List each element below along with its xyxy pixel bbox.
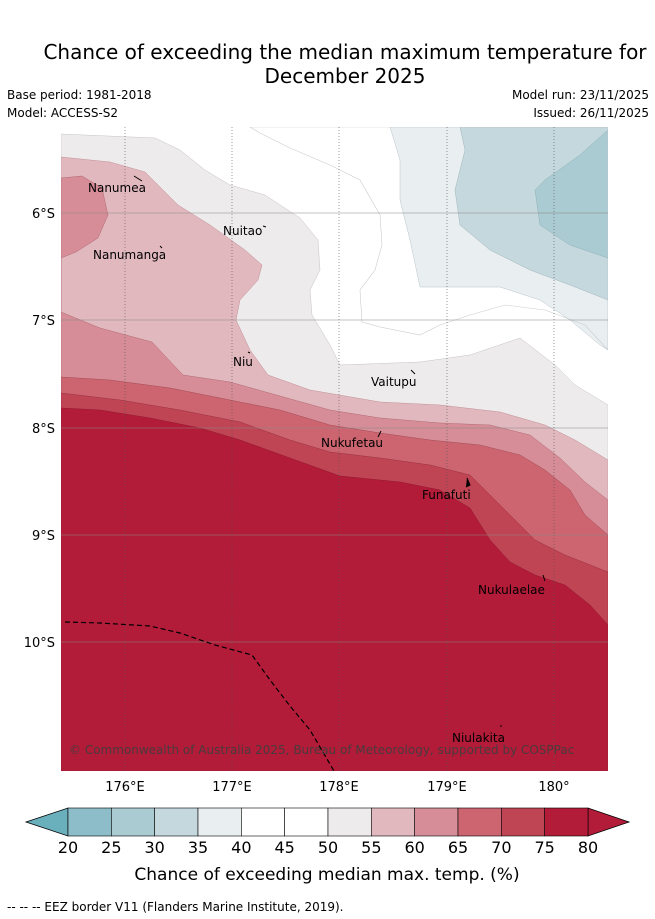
colorbar-tick-50: 50 — [318, 838, 338, 857]
colorbar-tick-25: 25 — [101, 838, 121, 857]
y-tick-6s: 6°S — [32, 207, 55, 222]
title-line-1: Chance of exceeding the median maximum t… — [43, 40, 647, 64]
islands — [133, 175, 546, 727]
colorbar-tick-20: 20 — [58, 838, 78, 857]
label-niulakita: Niulakita — [452, 731, 505, 745]
colorbar-segment-30-35 — [154, 807, 199, 837]
island-nukufetau — [377, 430, 382, 438]
island-vaitupu — [410, 369, 416, 375]
label-nukufetau: Nukufetau — [321, 436, 383, 450]
x-tick-177e: 177°E — [212, 780, 252, 795]
colorbar-tick-30: 30 — [144, 838, 164, 857]
colorbar-tick-70: 70 — [491, 838, 511, 857]
island-niu — [247, 351, 251, 354]
x-axis: 176°E 177°E 178°E 179°E 180° — [105, 780, 569, 795]
colorbar-segment-35-40 — [197, 807, 242, 837]
colorbar-tick-80: 80 — [578, 838, 598, 857]
label-nanumanga: Nanumanga — [93, 248, 166, 262]
x-tick-180: 180° — [538, 780, 569, 795]
label-niu: Niu — [233, 355, 253, 369]
y-tick-9s: 9°S — [32, 529, 55, 544]
model-run: Model run: 23/11/2025 — [511, 88, 649, 102]
label-funafuti: Funafuti — [422, 488, 471, 502]
label-vaitupu: Vaitupu — [371, 375, 417, 389]
colorbar-label: Chance of exceeding median max. temp. (%… — [134, 865, 519, 885]
colorbar-segment-20-25 — [67, 807, 112, 837]
title-line-2: December 2025 — [264, 64, 426, 88]
island-nukulaelae — [542, 574, 546, 582]
colorbar-segment-25-30 — [111, 807, 155, 837]
issued-date: Issued: 26/11/2025 — [533, 106, 649, 120]
contour-30-35 — [534, 129, 608, 259]
contour-field: Nanumea Nuitao Nanumanga Niu Vaitupu Nuk… — [61, 127, 608, 771]
y-tick-10s: 10°S — [24, 636, 55, 651]
colorbar-tick-75: 75 — [534, 838, 554, 857]
colorbar-segment-70-75 — [501, 807, 545, 837]
graticule — [124, 127, 555, 771]
colorbar-segment-60-65 — [414, 807, 459, 837]
colorbar-tick-55: 55 — [361, 838, 381, 857]
eez-border — [64, 621, 335, 771]
colorbar-segment-75-80 — [544, 807, 589, 837]
colorbar-tick-35: 35 — [188, 838, 208, 857]
island-nuitao — [262, 225, 267, 228]
contour-65-70 — [61, 175, 109, 771]
island-nanumanga — [159, 245, 163, 249]
map-title: Chance of exceeding the median maximum t… — [0, 40, 655, 88]
base-period: Base period: 1981-2018 — [7, 88, 152, 102]
colorbar-tick-65: 65 — [448, 838, 468, 857]
y-tick-8s: 8°S — [32, 422, 55, 437]
contour-45-50-band — [249, 127, 608, 351]
colorbar-segment-45-50 — [284, 807, 329, 837]
island-funafuti — [465, 477, 471, 488]
x-tick-176e: 176°E — [105, 780, 145, 795]
label-nukulaelae: Nukulaelae — [478, 583, 545, 597]
y-axis: 6°S 7°S 8°S 9°S 10°S — [24, 207, 55, 651]
y-tick-7s: 7°S — [32, 314, 55, 329]
colorbar-low-arrow — [24, 807, 69, 837]
eez-legend: -- -- -- EEZ border V11 (Flanders Marine… — [7, 900, 344, 914]
x-tick-179e: 179°E — [427, 780, 467, 795]
colorbar: 20 25 30 35 40 45 50 55 60 65 70 75 80 Chance of exc… — [24, 807, 631, 885]
colorbar-high-arrow — [587, 807, 631, 837]
parallels — [61, 212, 608, 643]
x-tick-178e: 178°E — [319, 780, 359, 795]
label-nanumea: Nanumea — [88, 181, 146, 195]
colorbar-segment-50-55 — [327, 807, 372, 837]
colorbar-segment-55-60 — [371, 807, 415, 837]
contour-above-80 — [61, 407, 608, 771]
colorbar-tick-40: 40 — [231, 838, 251, 857]
colorbar-segment-40-45 — [241, 807, 285, 837]
colorbar-segment-65-70 — [457, 807, 502, 837]
colorbar-tick-60: 60 — [404, 838, 424, 857]
colorbar-tick-45: 45 — [274, 838, 294, 857]
model-name: Model: ACCESS-S2 — [7, 106, 119, 120]
copyright-notice: © Commonwealth of Australia 2025, Bureau… — [69, 743, 574, 757]
island-nanumea — [133, 175, 143, 182]
label-nuitao: Nuitao — [223, 224, 262, 238]
